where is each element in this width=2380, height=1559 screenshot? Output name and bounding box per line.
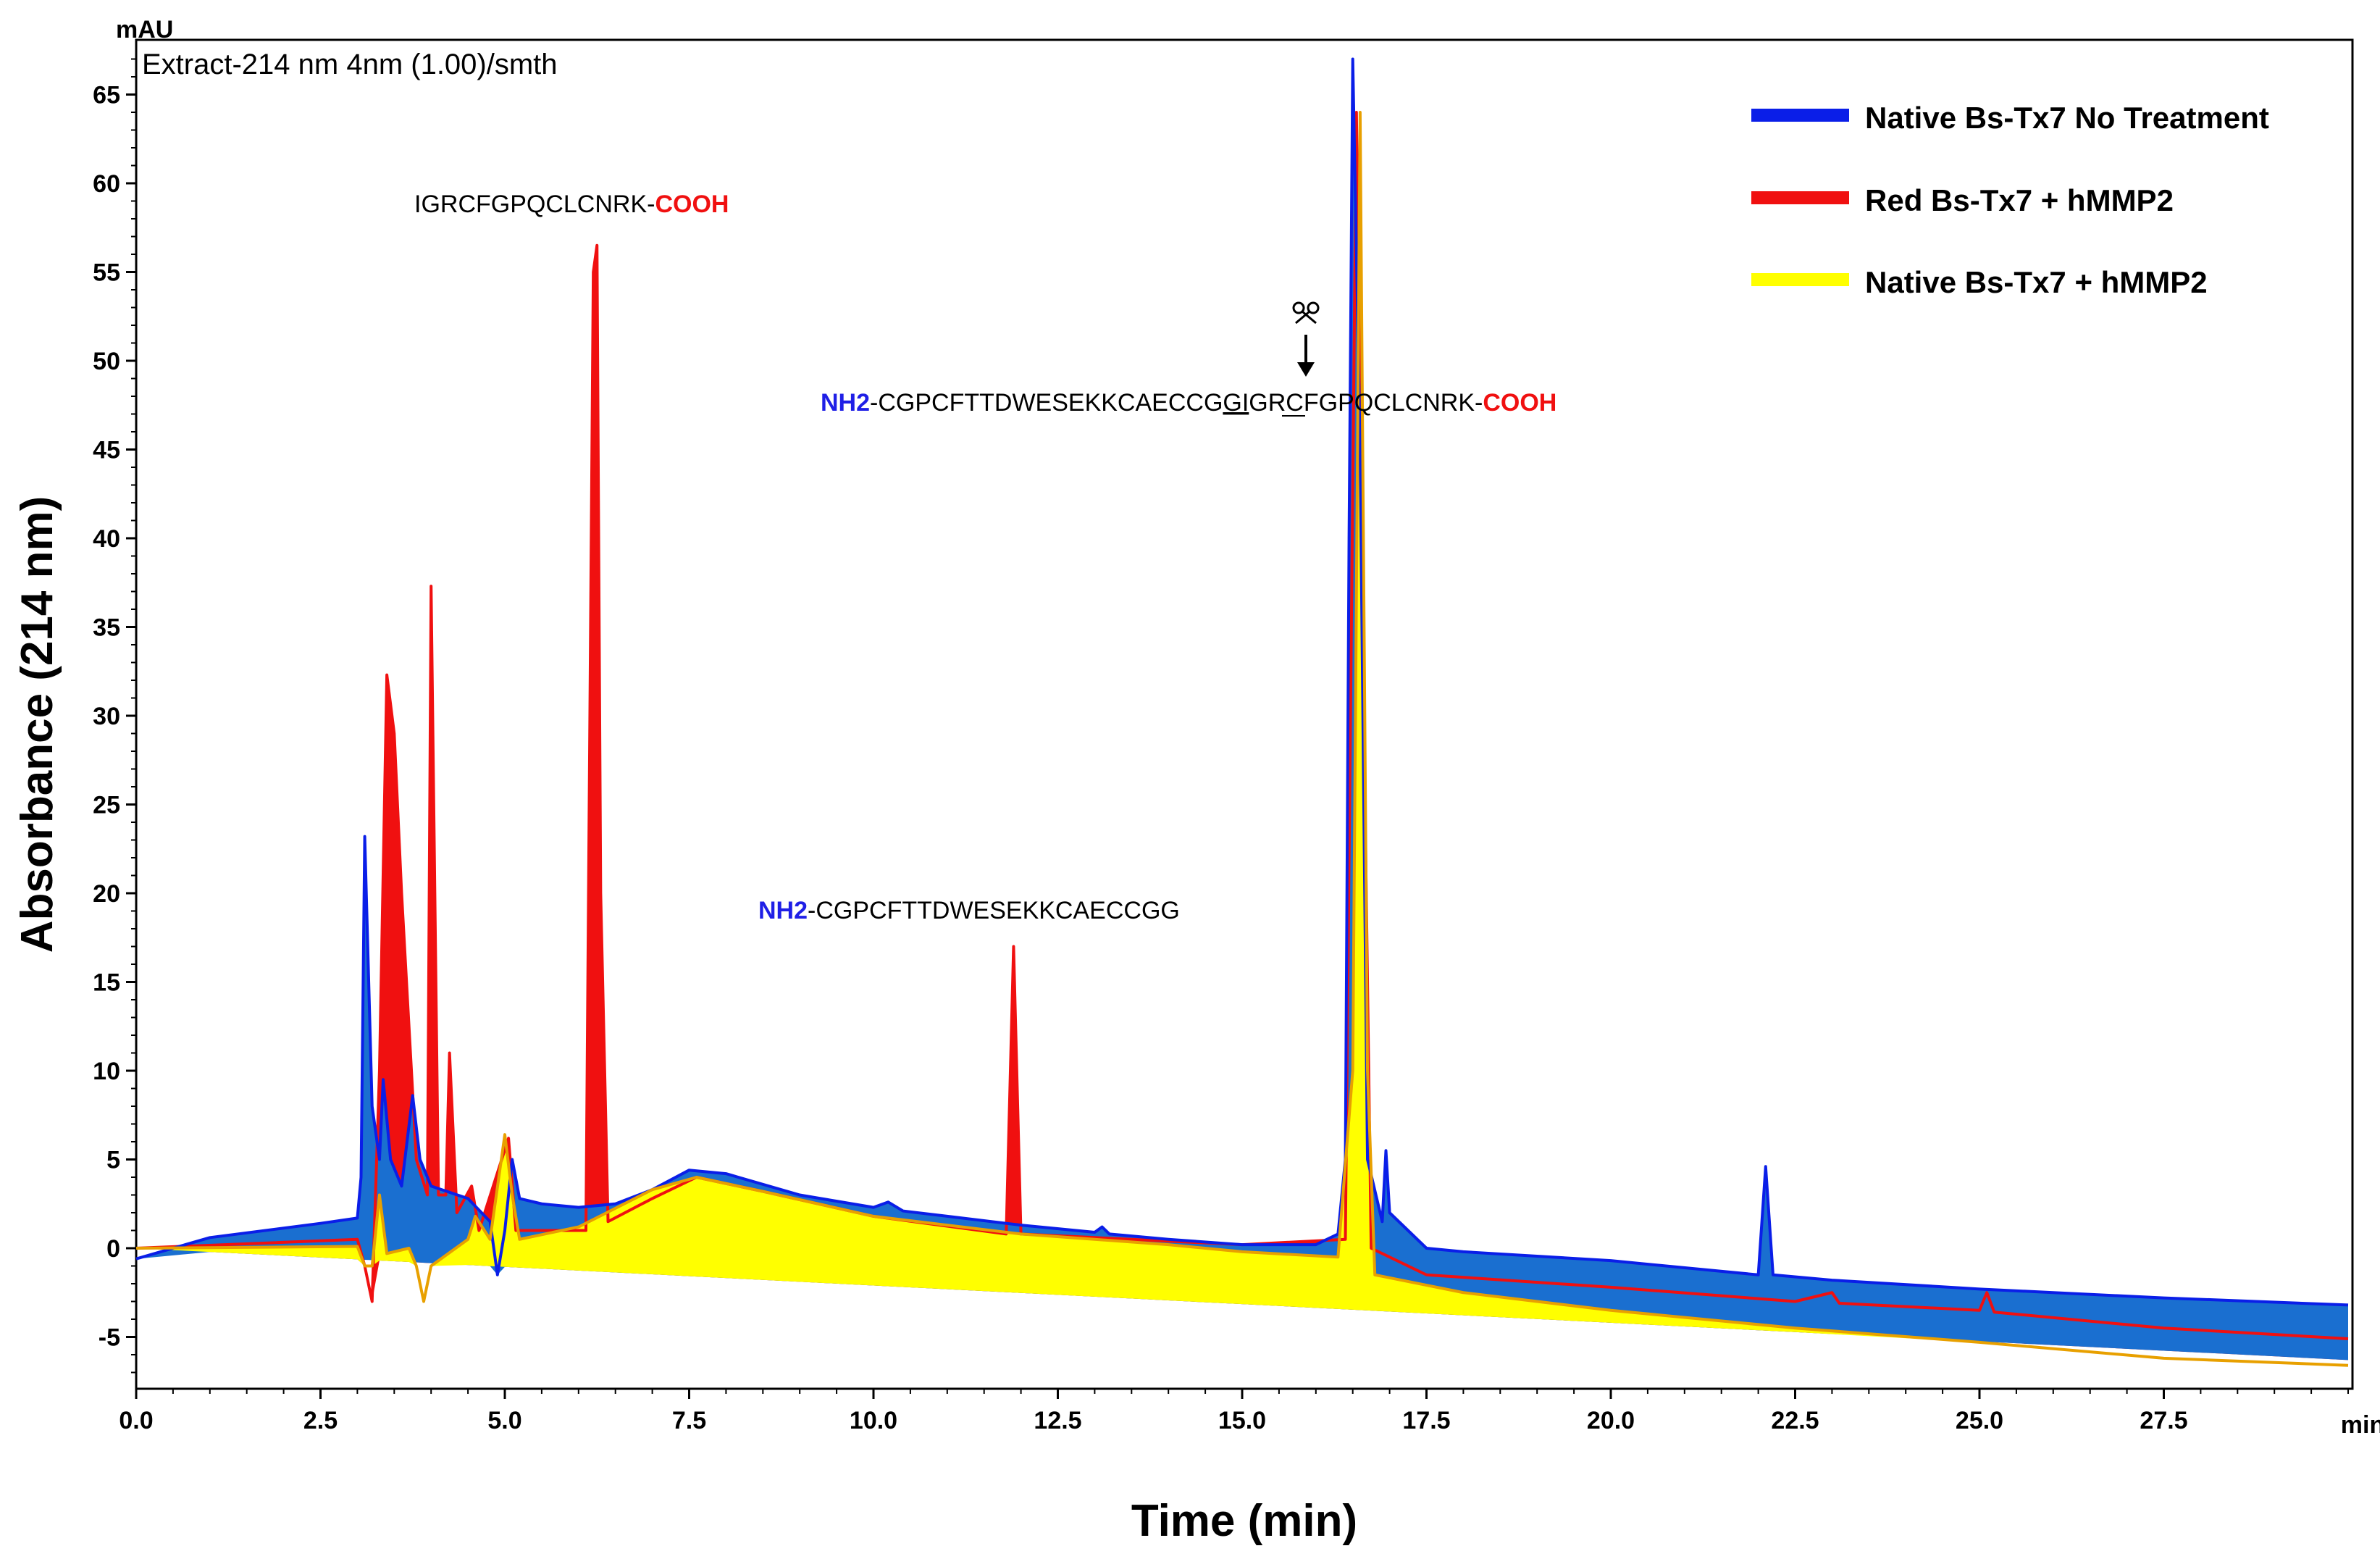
y-tick-label: 65 xyxy=(93,82,120,109)
x-tick-label: 15.0 xyxy=(1218,1407,1266,1434)
y-tick-label: 30 xyxy=(93,703,120,730)
series-area-0 xyxy=(136,59,2348,1361)
legend-label-native-no-treatment: Native Bs-Tx7 No Treatment xyxy=(1865,101,2269,135)
series-area-2 xyxy=(136,112,2348,1366)
series-line-0 xyxy=(135,57,2349,1307)
y-tick-label: 50 xyxy=(93,348,120,375)
annotation-fragment-n: NH2-CGPCFTTDWESEKKCAECCGG xyxy=(758,897,1180,924)
x-tick-label: 25.0 xyxy=(1956,1407,2003,1434)
y-tick-label: 45 xyxy=(93,437,120,464)
fragment-c-sequence: IGRCFGPQCLCNRK- xyxy=(414,191,655,218)
x-axis-ticks: 0.0 2.5 5.0 7.5 10.0 12.5 15.0 17.5 20.0 22.5 25.0… xyxy=(119,1389,2349,1434)
x-tick-label: 7.5 xyxy=(672,1407,706,1434)
fragment-n-sequence: -CGPCFTTDWESEKKCAECCGG xyxy=(808,897,1180,924)
x-tick-label: 10.0 xyxy=(850,1407,897,1434)
full-seq-part-a: -CGPCFTTDWESEKKCAECCG xyxy=(870,389,1223,417)
legend-label-red-hmmp2: Red Bs-Tx7 + hMMP2 xyxy=(1865,183,2174,217)
full-seq-part-b: GRCFGPQCLCNRK- xyxy=(1249,389,1483,417)
full-seq-suffix: COOH xyxy=(1483,389,1556,417)
fragment-c-suffix: COOH xyxy=(655,191,729,218)
y-tick-label: 5 xyxy=(106,1147,120,1174)
y-axis-title: Absorbance (214 nm) xyxy=(12,496,62,953)
y-unit-label: mAU xyxy=(116,16,173,43)
y-tick-label: 15 xyxy=(93,969,120,997)
x-tick-label: 12.5 xyxy=(1034,1407,1081,1434)
legend-swatch-native-no-treatment xyxy=(1751,109,1849,122)
y-tick-label: -5 xyxy=(99,1324,120,1352)
series-area-1 xyxy=(136,112,2348,1361)
legend-swatch-native-hmmp2 xyxy=(1751,273,1849,286)
plot-frame xyxy=(135,38,2354,1390)
chart-title: Extract-214 nm 4nm (1.00)/smth xyxy=(142,49,558,80)
legend-label-native-hmmp2: Native Bs-Tx7 + hMMP2 xyxy=(1865,265,2208,299)
y-tick-label: 0 xyxy=(106,1235,120,1263)
y-tick-label: 35 xyxy=(93,614,120,642)
legend: Native Bs-Tx7 No Treatment Red Bs-Tx7 + … xyxy=(1751,101,2269,299)
y-tick-label: 20 xyxy=(93,880,120,908)
scissors-icon xyxy=(1292,301,1320,325)
x-tick-label: 5.0 xyxy=(487,1407,521,1434)
x-tick-label: 20.0 xyxy=(1587,1407,1635,1434)
x-tick-label: 2.5 xyxy=(303,1407,338,1434)
x-tick-label: 0.0 xyxy=(119,1407,153,1434)
x-tick-label: 22.5 xyxy=(1771,1407,1819,1434)
cleavage-arrow-icon xyxy=(1297,335,1315,377)
x-tick-label: 27.5 xyxy=(2140,1407,2187,1434)
full-seq-cleavage-site: GI xyxy=(1223,389,1249,417)
y-tick-label: 10 xyxy=(93,1058,120,1085)
y-tick-label: 60 xyxy=(93,170,120,198)
annotation-fragment-c: IGRCFGPQCLCNRK-COOH xyxy=(414,191,729,218)
y-axis-ticks: -5 0 5 10 15 20 25 30 35 40 45 50 55 60 65 xyxy=(93,58,136,1374)
series-layer xyxy=(135,57,2349,1367)
x-unit-label: min xyxy=(2341,1411,2380,1439)
y-tick-label: 40 xyxy=(93,525,120,553)
legend-swatch-red-hmmp2 xyxy=(1751,191,1849,204)
y-tick-label: 25 xyxy=(93,792,120,819)
series-line-2 xyxy=(135,111,2349,1367)
series-line-1 xyxy=(135,111,2349,1340)
full-seq-prefix: NH2 xyxy=(821,389,870,417)
fragment-n-prefix: NH2 xyxy=(758,897,808,924)
x-tick-label: 17.5 xyxy=(1402,1407,1450,1434)
y-tick-label: 55 xyxy=(93,259,120,287)
x-axis-title: Time (min) xyxy=(1131,1496,1357,1546)
annotation-full-sequence: NH2-CGPCFTTDWESEKKCAECCGGIGRCFGPQCLCNRK-… xyxy=(821,389,1556,417)
